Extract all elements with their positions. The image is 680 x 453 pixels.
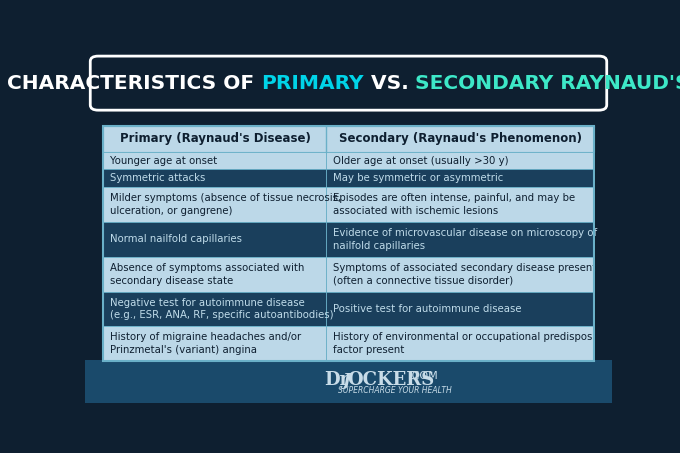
Text: Milder symptoms (absence of tissue necrosis,
ulceration, or gangrene): Milder symptoms (absence of tissue necro… [109,193,341,216]
Bar [103,126,594,152]
Text: Episodes are often intense, painful, and may be
associated with ischemic lesions: Episodes are often intense, painful, and… [333,193,575,216]
Bar [326,169,594,187]
Text: J: J [342,372,350,389]
Bar [106,128,596,363]
Bar [326,152,594,169]
Text: SECONDARY RAYNAUD'S: SECONDARY RAYNAUD'S [415,74,680,93]
Bar [103,222,326,257]
Text: Dr: Dr [324,371,349,390]
Text: Positive test for autoimmune disease: Positive test for autoimmune disease [333,304,522,314]
Text: PRIMARY: PRIMARY [261,74,364,93]
Text: Symptoms of associated secondary disease present
(often a connective tissue diso: Symptoms of associated secondary disease… [333,263,596,285]
Bar [85,360,612,403]
Bar [326,187,594,222]
Text: History of migraine headaches and/or
Prinzmetal's (variant) angina: History of migraine headaches and/or Pri… [109,333,301,355]
Text: SUPERCHARGE YOUR HEALTH: SUPERCHARGE YOUR HEALTH [338,386,452,395]
Text: .COM: .COM [409,371,439,381]
Text: Younger age at onset: Younger age at onset [109,156,217,166]
Bar [326,222,594,257]
Text: Older age at onset (usually >30 y): Older age at onset (usually >30 y) [333,156,509,166]
Text: Primary (Raynaud's Disease): Primary (Raynaud's Disease) [120,132,310,145]
Bar [103,257,326,292]
Text: Negative test for autoimmune disease
(e.g., ESR, ANA, RF, specific autoantibodie: Negative test for autoimmune disease (e.… [109,298,333,320]
Bar [103,126,594,361]
Text: Normal nailfold capillaries: Normal nailfold capillaries [109,234,242,244]
Text: May be symmetric or asymmetric: May be symmetric or asymmetric [333,173,503,183]
Bar [103,169,326,187]
Bar [103,292,326,327]
Bar [326,327,594,361]
Text: VS.: VS. [364,74,415,93]
Text: CHARACTERISTICS OF: CHARACTERISTICS OF [7,74,261,93]
FancyBboxPatch shape [90,56,607,110]
Bar [103,327,326,361]
Text: History of environmental or occupational predisposing
factor present: History of environmental or occupational… [333,333,608,355]
Bar [326,292,594,327]
Text: Evidence of microvascular disease on microscopy of
nailfold capillaries: Evidence of microvascular disease on mic… [333,228,597,251]
Text: Secondary (Raynaud's Phenomenon): Secondary (Raynaud's Phenomenon) [339,132,581,145]
Bar [103,187,326,222]
Text: OCKERS: OCKERS [347,371,435,390]
Text: Symmetric attacks: Symmetric attacks [109,173,205,183]
Bar [103,152,326,169]
Bar [326,257,594,292]
Text: Absence of symptoms associated with
secondary disease state: Absence of symptoms associated with seco… [109,263,304,285]
